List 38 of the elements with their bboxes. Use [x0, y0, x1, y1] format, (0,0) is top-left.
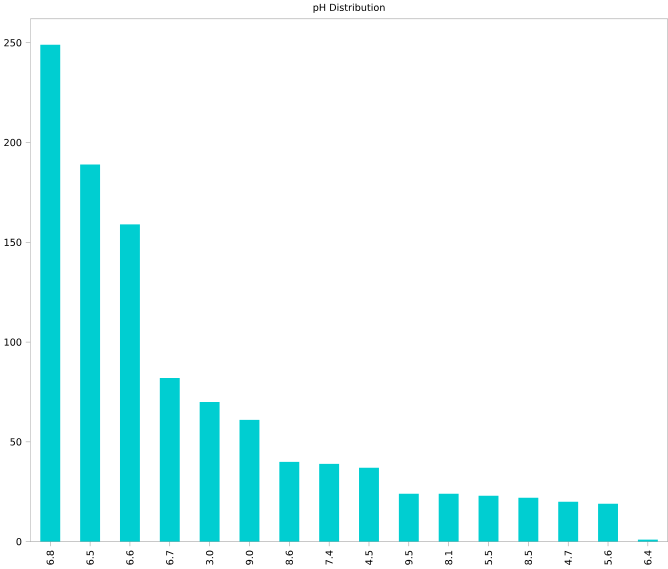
- bar: [518, 498, 538, 542]
- bar: [478, 496, 498, 542]
- x-tick-label: 5.5: [484, 550, 492, 565]
- bar: [200, 402, 220, 542]
- x-tick-label: 8.6: [286, 550, 293, 565]
- x-tick-label: 5.6: [604, 550, 612, 565]
- bar: [160, 378, 180, 542]
- bar: [120, 224, 140, 542]
- x-tick-label: 6.4: [644, 550, 652, 565]
- bar: [398, 494, 419, 542]
- y-tick-label: 250: [4, 39, 22, 46]
- bar: [279, 462, 300, 542]
- y-tick-label: 200: [4, 138, 22, 146]
- x-tick-label: 8.1: [445, 550, 452, 565]
- x-tick-label: 9.5: [405, 550, 412, 565]
- bar: [240, 420, 260, 542]
- y-tick-label: 150: [4, 238, 22, 246]
- x-tick-label: 4.5: [365, 550, 373, 565]
- y-tick-label: 0: [16, 538, 22, 546]
- bar: [558, 502, 578, 542]
- y-tick-label: 50: [10, 438, 22, 446]
- x-tick-label: 3.0: [206, 550, 214, 565]
- x-tick-label: 6.8: [46, 550, 54, 565]
- x-tick-label: 8.5: [524, 550, 532, 565]
- x-tick-label: 7.4: [326, 550, 333, 565]
- y-tick-label: 100: [4, 338, 22, 346]
- x-tick-label: 4.7: [564, 550, 572, 565]
- bar: [359, 468, 379, 542]
- bar: [40, 44, 60, 542]
- bar: [598, 504, 618, 542]
- bar: [80, 164, 100, 542]
- x-tick-label: 6.7: [166, 550, 174, 565]
- bar: [319, 464, 340, 542]
- x-tick-label: 6.6: [126, 550, 134, 565]
- x-tick-label: 6.5: [86, 550, 94, 565]
- x-tick-label: 9.0: [246, 550, 254, 565]
- chart-title: pH Distribution: [314, 4, 385, 13]
- bar: [438, 494, 459, 542]
